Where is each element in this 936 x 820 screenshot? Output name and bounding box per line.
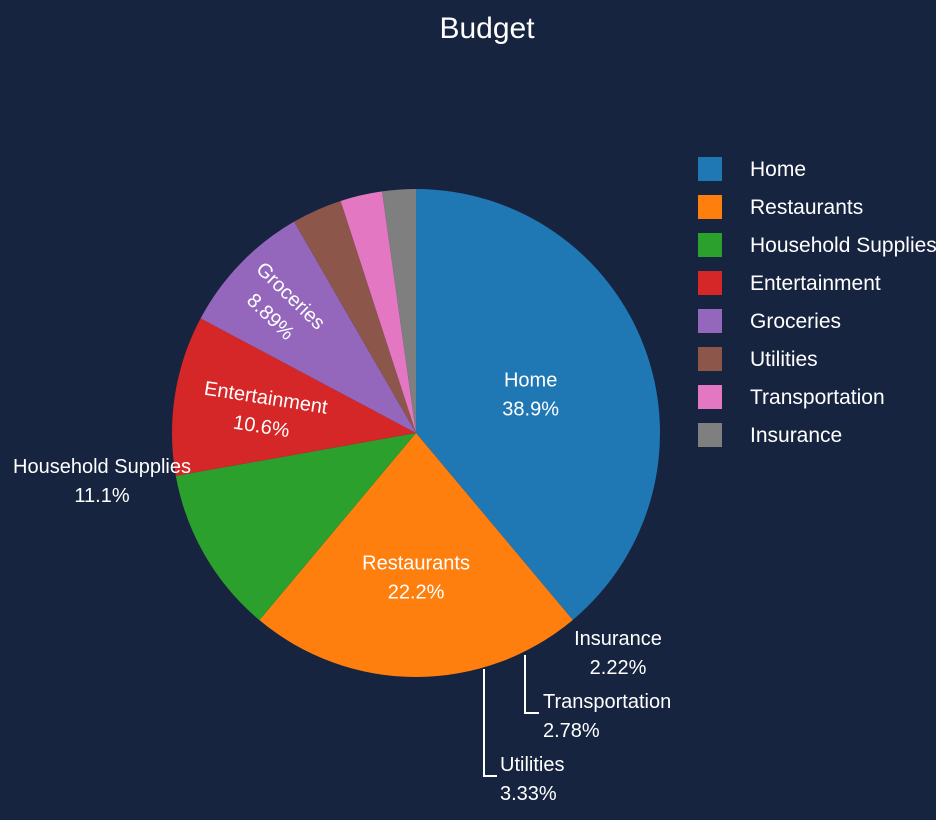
legend-item-transportation[interactable]: Transportation [698,385,885,409]
legend-item-household-supplies[interactable]: Household Supplies [698,233,936,257]
label-utilities: Utilities 3.33% [500,754,564,805]
legend-swatch-restaurants [698,195,722,219]
label-name-insurance: Insurance [574,628,662,650]
slice-utilities [294,200,416,433]
label-transportation: Transportation 2.78% [543,691,671,742]
slice-groceries [200,221,416,433]
slice-transportation [340,191,416,433]
label-percent-insurance: 2.22% [590,657,647,679]
label-insurance: Insurance 2.22% [574,628,662,679]
label-name-transportation: Transportation [543,691,671,713]
label-name-household-supplies: Household Supplies [13,456,191,478]
label-percent-household-supplies: 11.1% [74,485,129,507]
legend-swatch-household-supplies [698,233,722,257]
legend-swatch-utilities [698,347,722,371]
label-percent-restaurants: 22.2% [388,582,445,604]
legend-label-transportation: Transportation [750,386,885,409]
label-name-utilities: Utilities [500,754,564,776]
slice-household-supplies [175,433,416,621]
pie-slices [172,189,661,678]
label-connectors [483,655,539,777]
legend-label-household-supplies: Household Supplies [750,234,936,257]
legend-swatch-transportation [698,385,722,409]
connector-transportation [524,655,539,714]
legend-swatch-home [698,157,722,181]
legend-item-restaurants[interactable]: Restaurants [698,195,863,219]
label-name-home: Home [504,369,557,391]
slice-entertainment [172,318,416,476]
connector-utilities [483,669,497,777]
slice-home [416,189,661,620]
legend-label-insurance: Insurance [750,424,842,447]
slice-restaurants [259,433,573,678]
legend: Home Restaurants Household Supplies Enterta… [698,157,936,447]
label-name-restaurants: Restaurants [362,553,470,575]
legend-item-home[interactable]: Home [698,157,806,181]
label-household-supplies: Household Supplies 11.1% [13,456,191,507]
legend-item-insurance[interactable]: Insurance [698,423,842,447]
slice-insurance [382,189,416,433]
legend-label-utilities: Utilities [750,348,818,371]
legend-label-groceries: Groceries [750,310,841,333]
label-restaurants: Restaurants 22.2% [362,553,470,604]
slice-labels: Home 38.9% Restaurants 22.2% Household Suppl… [13,258,671,805]
legend-label-entertainment: Entertainment [750,272,881,295]
label-home: Home 38.9% [502,369,559,420]
legend-label-restaurants: Restaurants [750,196,863,219]
label-percent-utilities: 3.33% [500,783,557,805]
chart-title: Budget [439,12,535,45]
legend-swatch-groceries [698,309,722,333]
label-percent-home: 38.9% [502,398,559,420]
legend-item-entertainment[interactable]: Entertainment [698,271,881,295]
legend-swatch-insurance [698,423,722,447]
legend-item-utilities[interactable]: Utilities [698,347,818,371]
legend-swatch-entertainment [698,271,722,295]
legend-label-home: Home [750,158,806,181]
legend-item-groceries[interactable]: Groceries [698,309,841,333]
label-percent-transportation: 2.78% [543,720,600,742]
